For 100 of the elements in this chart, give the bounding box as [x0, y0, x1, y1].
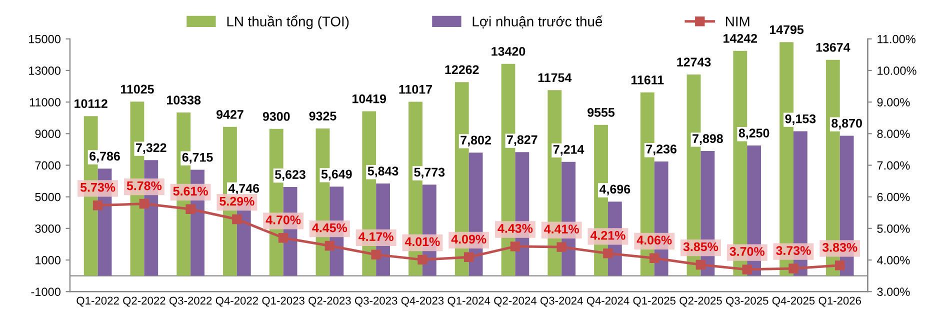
data-label: 4.45%: [312, 223, 348, 232]
point: [788, 264, 798, 274]
y2-tick-label: 9.00%: [877, 98, 910, 106]
data-label: 6,715: [182, 152, 213, 164]
x-tick-label: Q2-2025: [680, 296, 722, 307]
data-label: 10338: [167, 96, 201, 105]
data-label: 4.43%: [498, 224, 533, 233]
point: [510, 242, 520, 252]
data-label: 3.83%: [822, 242, 858, 252]
point: [139, 198, 150, 209]
data-label: 7,214: [553, 144, 584, 156]
data-label: 7,322: [136, 143, 166, 154]
data-label: 11754: [538, 73, 572, 82]
data-label: 5,843: [368, 166, 398, 178]
y2-tick-label: 6.00%: [877, 192, 910, 202]
y2-tick-label: 7.00%: [877, 161, 910, 170]
x-tick-label: Q2-2023: [308, 296, 351, 307]
x-tick-label: Q1-2022: [76, 296, 119, 307]
x-tick-label: Q1-2025: [633, 296, 676, 307]
y-tick-label: -1000: [31, 288, 60, 296]
y2-tick-label: 8.00%: [877, 130, 910, 138]
data-label: 12262: [445, 65, 479, 74]
data-label: 13674: [816, 42, 850, 52]
data-label: 7,236: [646, 144, 676, 156]
point: [464, 252, 474, 262]
point: [696, 260, 706, 270]
point: [742, 264, 752, 274]
data-label: 7,827: [507, 135, 538, 146]
y2-tick-label: 3.00%: [877, 288, 910, 296]
x-tick-label: Q4-2022: [216, 296, 258, 307]
data-label: 13420: [492, 46, 526, 56]
point: [418, 254, 428, 265]
data-label: 3.73%: [776, 246, 811, 255]
x-tick-label: Q2-2024: [494, 296, 537, 307]
data-label: 5.73%: [80, 182, 116, 192]
data-label: 10419: [352, 94, 386, 104]
data-label: 5.78%: [126, 181, 162, 190]
y-tick-label: 11000: [30, 98, 60, 106]
data-label: 11611: [631, 76, 664, 84]
data-label: 4,746: [228, 184, 260, 195]
data-label: 4.06%: [636, 236, 672, 245]
data-label: 4.17%: [358, 232, 394, 242]
y2-tick-label: 10.00%: [878, 66, 916, 75]
data-label: 9325: [309, 112, 336, 121]
x-tick-label: Q3-2025: [726, 296, 768, 307]
x-tick-label: Q4-2024: [586, 296, 630, 307]
data-label: 4.01%: [404, 237, 440, 246]
data-label: 6,786: [90, 152, 120, 162]
y2-tick-label: 11.00%: [878, 34, 916, 44]
data-label: 8,870: [832, 118, 862, 130]
point: [371, 250, 381, 260]
data-label: 11025: [120, 84, 154, 94]
point: [649, 253, 660, 263]
x-tick-label: Q1-2024: [448, 296, 490, 307]
point: [92, 200, 103, 210]
data-label: 4.41%: [544, 224, 579, 234]
data-label: 9300: [262, 112, 290, 121]
data-label: 5.61%: [173, 186, 208, 196]
legend-label: NIM: [726, 16, 750, 26]
x-tick-label: Q3-2024: [540, 296, 583, 307]
y2-tick-label: 5.00%: [877, 224, 910, 233]
data-label: 8,250: [738, 128, 770, 140]
data-label: 3.85%: [683, 242, 718, 252]
data-label: 9555: [588, 108, 615, 117]
point: [835, 260, 845, 270]
point: [556, 242, 566, 252]
x-tick-label: Q3-2022: [169, 296, 212, 307]
point: [324, 240, 335, 251]
data-label: 5.29%: [220, 196, 254, 206]
y-tick-label: 7000: [35, 161, 60, 170]
data-label: 7,898: [692, 134, 723, 145]
data-label: 12743: [677, 58, 711, 67]
point: [232, 214, 242, 224]
data-label: 11017: [399, 84, 432, 94]
data-label: 4.09%: [451, 234, 486, 244]
data-label: 9,153: [785, 114, 816, 126]
data-label: 5,649: [321, 170, 352, 180]
data-label: 5,773: [414, 168, 445, 178]
x-tick-label: Q4-2023: [401, 296, 444, 307]
point: [186, 204, 196, 214]
x-tick-label: Q1-2026: [818, 296, 861, 307]
legend-label: LN thuần tổng (TOI): [227, 15, 349, 30]
data-label: 7,802: [460, 136, 491, 146]
data-label: 10112: [74, 99, 108, 108]
data-label: 14795: [770, 25, 804, 34]
y2-tick-label: 4.00%: [876, 256, 910, 264]
data-label: 4.70%: [266, 215, 301, 224]
data-label: 4.21%: [590, 230, 626, 240]
data-label: 14242: [724, 34, 758, 43]
x-tick-label: Q1-2023: [262, 296, 304, 307]
data-label: 5,623: [275, 170, 306, 181]
x-tick-label: Q4-2025: [772, 296, 815, 307]
y-tick-label: 15000: [29, 34, 60, 44]
legend-label: Lợi nhuận trước thuế: [472, 16, 602, 28]
data-label: 9427: [216, 110, 244, 119]
y-tick-label: 9000: [35, 130, 60, 138]
point: [603, 248, 613, 258]
point: [278, 233, 288, 243]
data-label: 4,696: [599, 184, 630, 196]
y-tick-label: 1000: [36, 256, 60, 264]
